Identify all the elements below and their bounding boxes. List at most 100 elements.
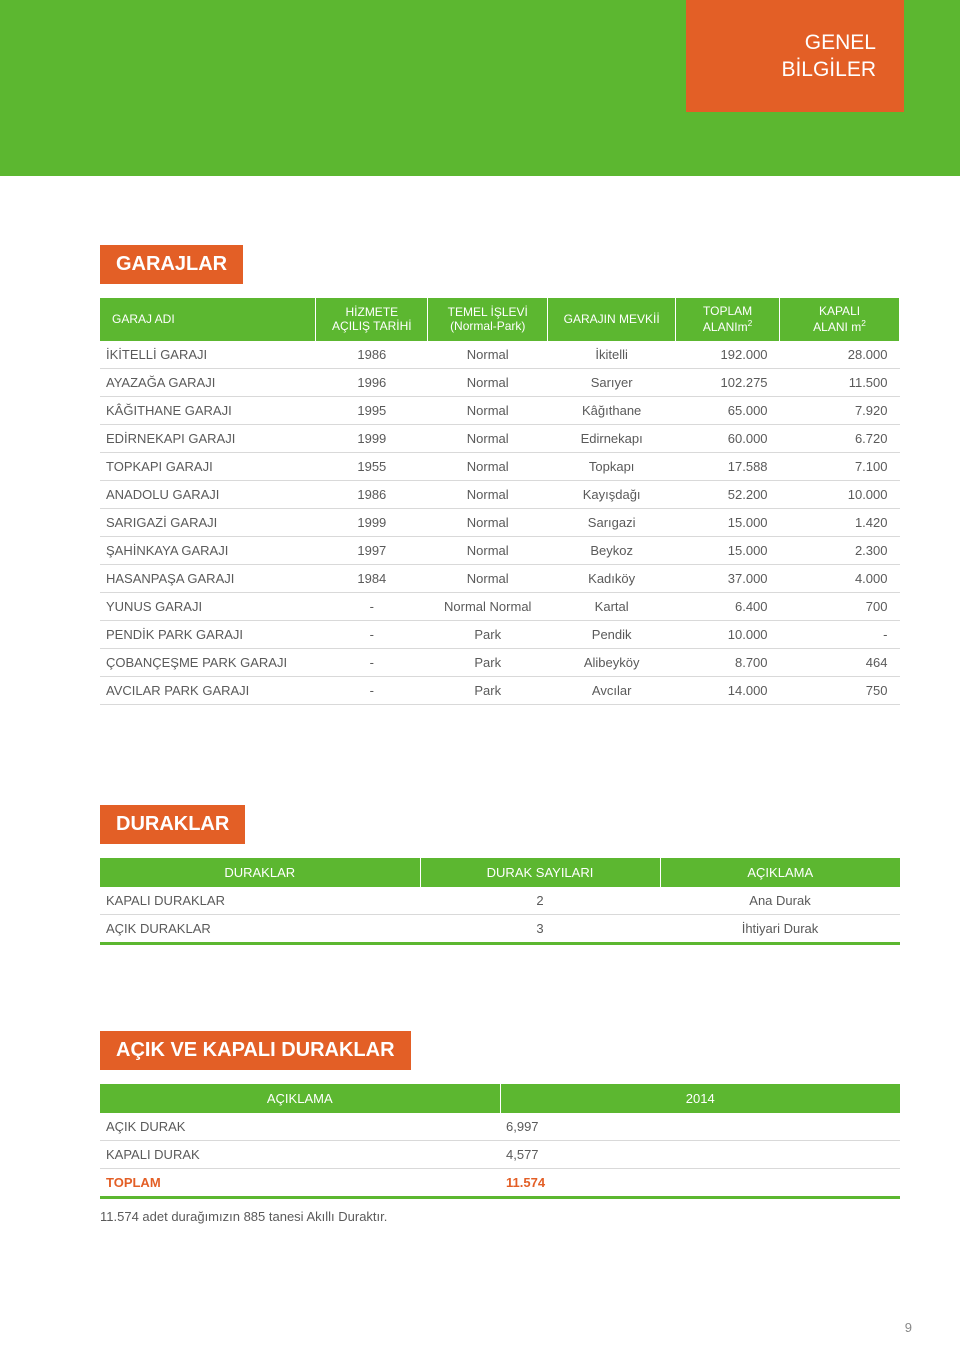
garajlar-cell: 14.000 bbox=[676, 676, 780, 704]
garajlar-col-5: KAPALIALANI m2 bbox=[780, 298, 900, 341]
garajlar-cell: 1955 bbox=[316, 452, 428, 480]
garajlar-row: PENDİK PARK GARAJI-ParkPendik10.000- bbox=[100, 620, 900, 648]
duraklar-section: DURAKLAR DURAKLARDURAK SAYILARIAÇIKLAMA … bbox=[100, 805, 900, 945]
garajlar-row: KÂĞITHANE GARAJI1995NormalKâğıthane65.00… bbox=[100, 396, 900, 424]
garajlar-body: İKİTELLİ GARAJI1986Normalİkitelli192.000… bbox=[100, 341, 900, 705]
garajlar-cell: 4.000 bbox=[780, 564, 900, 592]
garajlar-col-2: TEMEL İŞLEVİ(Normal-Park) bbox=[428, 298, 548, 341]
duraklar-cell: 2 bbox=[420, 887, 660, 915]
garajlar-cell: Normal bbox=[428, 452, 548, 480]
ak-cell: AÇIK DURAK bbox=[100, 1113, 500, 1141]
garajlar-cell: ÇOBANÇEŞME PARK GARAJI bbox=[100, 648, 316, 676]
garajlar-cell: 1986 bbox=[316, 341, 428, 369]
garajlar-cell: Topkapı bbox=[548, 452, 676, 480]
garajlar-cell: 7.100 bbox=[780, 452, 900, 480]
garajlar-cell: Normal bbox=[428, 564, 548, 592]
garajlar-cell: 8.700 bbox=[676, 648, 780, 676]
garajlar-cell: 52.200 bbox=[676, 480, 780, 508]
garajlar-cell: 2.300 bbox=[780, 536, 900, 564]
garajlar-cell: 15.000 bbox=[676, 536, 780, 564]
garajlar-cell: 10.000 bbox=[676, 620, 780, 648]
garajlar-cell: Kadıköy bbox=[548, 564, 676, 592]
acik-kapali-body: AÇIK DURAK6,997KAPALI DURAK4,577TOPLAM11… bbox=[100, 1113, 900, 1198]
garajlar-cell: ŞAHİNKAYA GARAJI bbox=[100, 536, 316, 564]
acik-kapali-title: AÇIK VE KAPALI DURAKLAR bbox=[100, 1031, 411, 1070]
garajlar-header-row: GARAJ ADIHİZMETEAÇILIŞ TARİHİTEMEL İŞLEV… bbox=[100, 298, 900, 341]
ak-cell: 4,577 bbox=[500, 1140, 900, 1168]
garajlar-cell: AVCILAR PARK GARAJI bbox=[100, 676, 316, 704]
garajlar-cell: KÂĞITHANE GARAJI bbox=[100, 396, 316, 424]
garajlar-row: EDİRNEKAPI GARAJI1999NormalEdirnekapı60.… bbox=[100, 424, 900, 452]
garajlar-cell: EDİRNEKAPI GARAJI bbox=[100, 424, 316, 452]
garajlar-cell: 28.000 bbox=[780, 341, 900, 369]
garajlar-row: AVCILAR PARK GARAJI-ParkAvcılar14.000750 bbox=[100, 676, 900, 704]
garajlar-cell: Normal bbox=[428, 508, 548, 536]
garajlar-cell: Park bbox=[428, 676, 548, 704]
duraklar-title: DURAKLAR bbox=[100, 805, 245, 844]
garajlar-cell: İKİTELLİ GARAJI bbox=[100, 341, 316, 369]
garajlar-cell: HASANPAŞA GARAJI bbox=[100, 564, 316, 592]
acik-kapali-header-row: AÇIKLAMA2014 bbox=[100, 1084, 900, 1113]
garajlar-cell: Normal bbox=[428, 480, 548, 508]
garajlar-row: YUNUS GARAJI-Normal NormalKartal6.400700 bbox=[100, 592, 900, 620]
garajlar-col-1: HİZMETEAÇILIŞ TARİHİ bbox=[316, 298, 428, 341]
garajlar-cell: SARIGAZİ GARAJI bbox=[100, 508, 316, 536]
ak-row: AÇIK DURAK6,997 bbox=[100, 1113, 900, 1141]
garajlar-row: İKİTELLİ GARAJI1986Normalİkitelli192.000… bbox=[100, 341, 900, 369]
garajlar-row: AYAZAĞA GARAJI1996NormalSarıyer102.27511… bbox=[100, 368, 900, 396]
garajlar-cell: 1999 bbox=[316, 424, 428, 452]
garajlar-row: SARIGAZİ GARAJI1999NormalSarıgazi15.0001… bbox=[100, 508, 900, 536]
ak-row: KAPALI DURAK4,577 bbox=[100, 1140, 900, 1168]
garajlar-cell: 192.000 bbox=[676, 341, 780, 369]
garajlar-cell: 11.500 bbox=[780, 368, 900, 396]
duraklar-table: DURAKLARDURAK SAYILARIAÇIKLAMA KAPALI DU… bbox=[100, 858, 900, 945]
garajlar-cell: Normal bbox=[428, 536, 548, 564]
garajlar-cell: - bbox=[780, 620, 900, 648]
duraklar-col-1: DURAK SAYILARI bbox=[420, 858, 660, 887]
garajlar-cell: Normal bbox=[428, 396, 548, 424]
duraklar-cell: 3 bbox=[420, 914, 660, 943]
garajlar-cell: Kartal bbox=[548, 592, 676, 620]
garajlar-cell: - bbox=[316, 620, 428, 648]
garajlar-cell: Alibeyköy bbox=[548, 648, 676, 676]
garajlar-section: GARAJLAR GARAJ ADIHİZMETEAÇILIŞ TARİHİTE… bbox=[100, 245, 900, 705]
garajlar-row: ANADOLU GARAJI1986NormalKayışdağı52.2001… bbox=[100, 480, 900, 508]
garajlar-row: ÇOBANÇEŞME PARK GARAJI-ParkAlibeyköy8.70… bbox=[100, 648, 900, 676]
garajlar-cell: YUNUS GARAJI bbox=[100, 592, 316, 620]
garajlar-cell: 750 bbox=[780, 676, 900, 704]
garajlar-cell: Normal bbox=[428, 424, 548, 452]
garajlar-cell: 60.000 bbox=[676, 424, 780, 452]
garajlar-cell: 1995 bbox=[316, 396, 428, 424]
garajlar-cell: Beykoz bbox=[548, 536, 676, 564]
duraklar-col-2: AÇIKLAMA bbox=[660, 858, 900, 887]
page-header-box: GENEL BİLGİLER bbox=[686, 0, 904, 112]
footnote: 11.574 adet durağımızın 885 tanesi Akıll… bbox=[100, 1209, 900, 1224]
garajlar-cell: ANADOLU GARAJI bbox=[100, 480, 316, 508]
garajlar-cell: 464 bbox=[780, 648, 900, 676]
ak-cell: 6,997 bbox=[500, 1113, 900, 1141]
garajlar-cell: 1999 bbox=[316, 508, 428, 536]
garajlar-cell: 1984 bbox=[316, 564, 428, 592]
acik-kapali-table: AÇIKLAMA2014 AÇIK DURAK6,997KAPALI DURAK… bbox=[100, 1084, 900, 1199]
garajlar-cell: Pendik bbox=[548, 620, 676, 648]
garajlar-cell: Normal bbox=[428, 341, 548, 369]
ak-col-1: 2014 bbox=[500, 1084, 900, 1113]
page-number: 9 bbox=[905, 1320, 912, 1335]
duraklar-cell: KAPALI DURAKLAR bbox=[100, 887, 420, 915]
garajlar-cell: 65.000 bbox=[676, 396, 780, 424]
garajlar-cell: - bbox=[316, 648, 428, 676]
garajlar-cell: Edirnekapı bbox=[548, 424, 676, 452]
garajlar-cell: PENDİK PARK GARAJI bbox=[100, 620, 316, 648]
garajlar-cell: 17.588 bbox=[676, 452, 780, 480]
duraklar-row: AÇIK DURAKLAR3İhtiyari Durak bbox=[100, 914, 900, 943]
garajlar-cell: 1996 bbox=[316, 368, 428, 396]
garajlar-cell: - bbox=[316, 592, 428, 620]
garajlar-cell: TOPKAPI GARAJI bbox=[100, 452, 316, 480]
ak-total-cell: TOPLAM bbox=[100, 1168, 500, 1197]
garajlar-cell: 700 bbox=[780, 592, 900, 620]
ak-col-0: AÇIKLAMA bbox=[100, 1084, 500, 1113]
garajlar-cell: Sarıgazi bbox=[548, 508, 676, 536]
garajlar-col-4: TOPLAMALANIm2 bbox=[676, 298, 780, 341]
duraklar-row: KAPALI DURAKLAR2Ana Durak bbox=[100, 887, 900, 915]
garajlar-row: TOPKAPI GARAJI1955NormalTopkapı17.5887.1… bbox=[100, 452, 900, 480]
